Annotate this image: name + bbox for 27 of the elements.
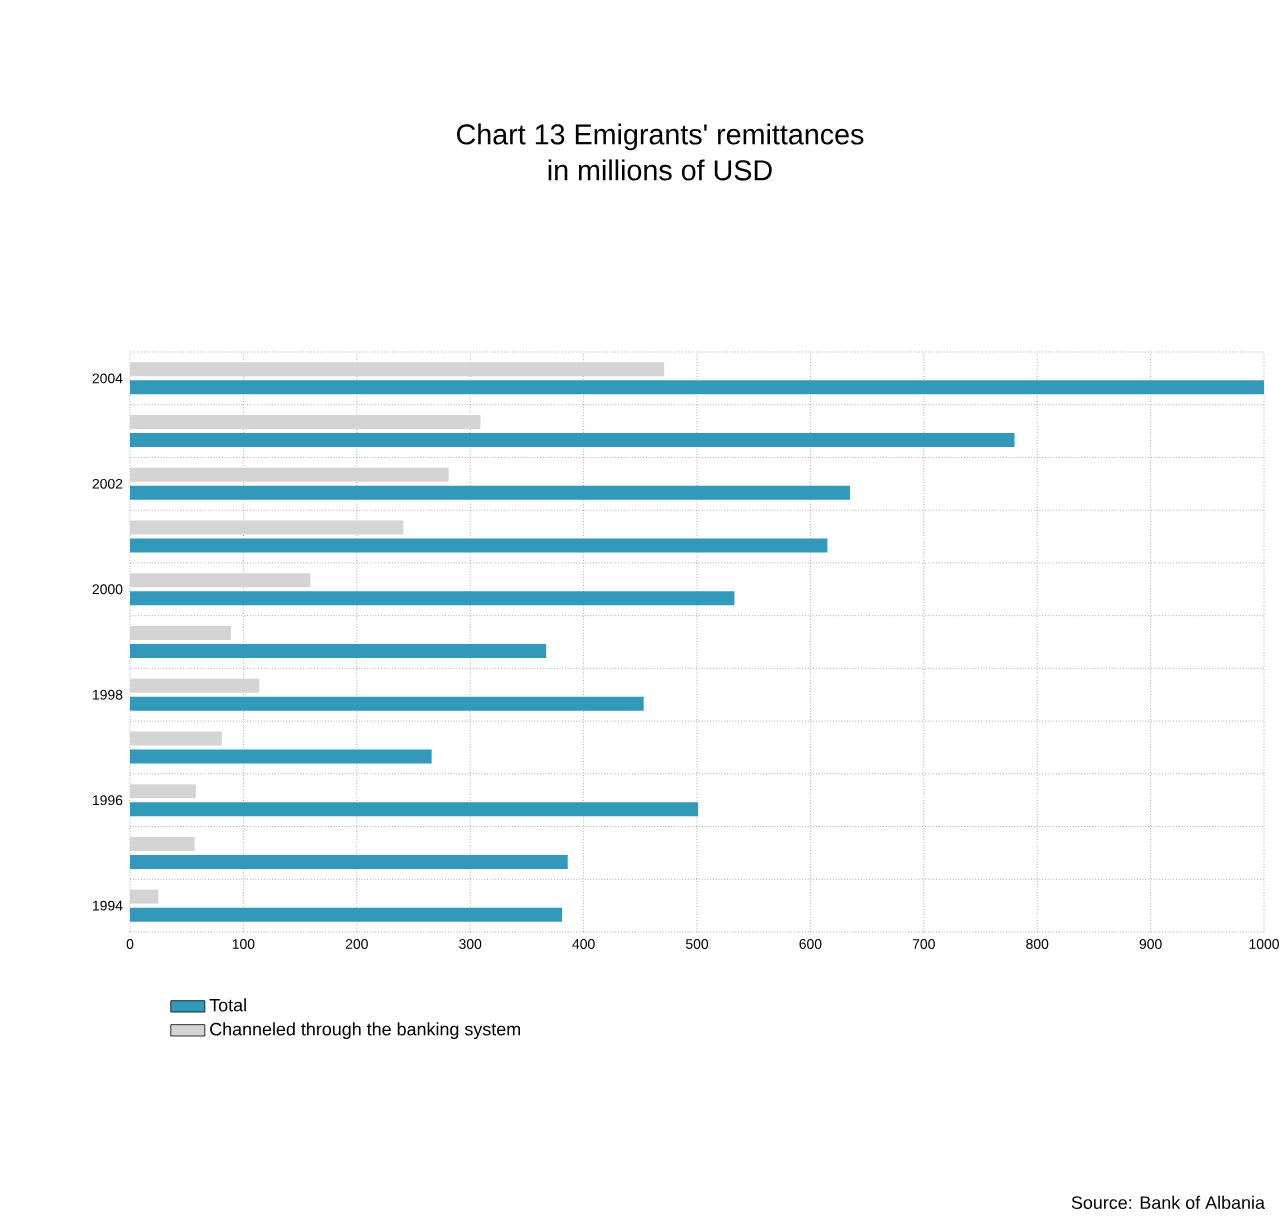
bar xyxy=(130,362,665,377)
bar xyxy=(130,643,547,658)
bar xyxy=(130,467,449,482)
bar xyxy=(130,854,568,869)
bar xyxy=(130,696,644,711)
bar xyxy=(130,573,311,588)
bar xyxy=(130,731,222,746)
bar xyxy=(130,836,195,851)
bar xyxy=(130,520,404,535)
bar xyxy=(130,678,260,693)
bar xyxy=(130,485,851,500)
bar xyxy=(130,889,159,904)
legend-label: Channeled through the banking system xyxy=(210,1022,520,1040)
legend-label: Total xyxy=(209,998,246,1012)
bar xyxy=(130,784,196,799)
bar xyxy=(130,907,563,922)
bar xyxy=(130,538,828,553)
bar xyxy=(130,380,1265,395)
bar xyxy=(130,591,735,606)
source-note: Source: Bank of Albania xyxy=(1071,1195,1265,1209)
bar xyxy=(130,749,432,764)
bar xyxy=(130,626,231,640)
bar xyxy=(130,433,1015,448)
chart-title: Chart 13 Emigrants' remittances xyxy=(457,123,864,151)
chart-subtitle: in millions of USD xyxy=(548,159,772,181)
bar xyxy=(130,415,481,430)
bar xyxy=(130,802,699,817)
